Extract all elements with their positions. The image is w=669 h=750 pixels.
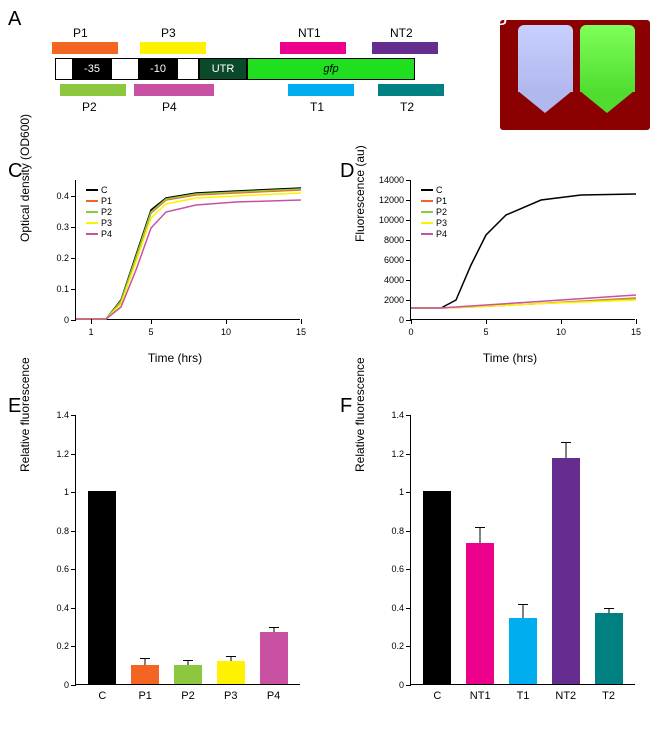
panel-a: P1 P3 NT1 NT2 -35 -10 UTR gfp P2 P4 T1 T2 — [30, 20, 470, 140]
bar-T2: T2 — [595, 613, 623, 684]
box-utr: UTR — [199, 58, 247, 80]
bar-label-T1: T1 — [310, 100, 324, 114]
bar-NT2 — [372, 42, 438, 54]
bar-T1: T1 — [509, 618, 537, 684]
panel-b-label: B — [494, 8, 507, 31]
panel-a-label: A — [8, 8, 21, 31]
spacer — [111, 58, 139, 80]
bar-C: C — [423, 491, 451, 684]
ylabel-e: Relative fluorescence — [18, 357, 32, 472]
gene-track: -35 -10 UTR gfp — [55, 58, 415, 80]
bar-label-P1: P1 — [73, 26, 88, 40]
legend-c: CP1P2P3P4 — [86, 185, 112, 240]
tube-right — [580, 25, 635, 120]
bar-label-P4: P4 — [162, 100, 177, 114]
bar-label-P2: P2 — [82, 100, 97, 114]
chart-f-inner: CNT1T1NT2T2 00.20.40.60.811.21.4 — [410, 415, 635, 685]
bar-T1 — [288, 84, 354, 96]
panel-f: Relative fluorescence CNT1T1NT2T2 00.20.… — [365, 405, 655, 725]
spacer — [55, 58, 73, 80]
bar-P1 — [52, 42, 118, 54]
bar-P4 — [134, 84, 214, 96]
box-gfp: gfp — [247, 58, 415, 80]
bar-P2: P2 — [174, 665, 202, 684]
bar-NT1 — [280, 42, 346, 54]
bars-e: C P1 P2 P3 P4 — [76, 415, 300, 684]
chart-c-inner: CP1P2P3P4 00.10.20.30.4151015 — [75, 180, 300, 320]
bar-NT1: NT1 — [466, 543, 494, 684]
ylabel-c: Optical density (OD600) — [18, 114, 32, 242]
ylabel-f: Relative fluorescence — [353, 357, 367, 472]
bar-NT2: NT2 — [552, 458, 580, 684]
panel-e: Relative fluorescence CP1P2P3P4 00.20.40… — [30, 405, 320, 725]
xlabel-d: Time (hrs) — [483, 351, 537, 365]
bar-P3: P3 — [217, 661, 245, 684]
legend-d: CP1P2P3P4 — [421, 185, 447, 240]
bar-label-P3: P3 — [161, 26, 176, 40]
bars-f: C NT1 T1 NT2 T2 — [411, 415, 635, 684]
bar-label-T2: T2 — [400, 100, 414, 114]
bar-C: C — [88, 491, 116, 684]
bar-P1: P1 — [131, 665, 159, 684]
ylabel-d: Fluorescence (au) — [353, 145, 367, 242]
bar-P3 — [140, 42, 206, 54]
xlabel-c: Time (hrs) — [148, 351, 202, 365]
panel-d: Fluorescence (au) CP1P2P3P4 020004000600… — [365, 170, 655, 360]
box-35: -35 — [73, 58, 111, 80]
panel-b — [500, 20, 650, 130]
bar-P2 — [60, 84, 126, 96]
bar-label-NT2: NT2 — [390, 26, 413, 40]
panel-f-label: F — [340, 395, 352, 418]
chart-d-inner: CP1P2P3P4 020004000600080001000012000140… — [410, 180, 635, 320]
bar-T2 — [378, 84, 444, 96]
box-10: -10 — [139, 58, 177, 80]
tube-left — [518, 25, 573, 120]
panel-c: Optical density (OD600) CP1P2P3P4 00.10.… — [30, 170, 320, 360]
spacer — [177, 58, 199, 80]
bar-P4: P4 — [260, 632, 288, 684]
chart-e-inner: CP1P2P3P4 00.20.40.60.811.21.4 — [75, 415, 300, 685]
bar-label-NT1: NT1 — [298, 26, 321, 40]
